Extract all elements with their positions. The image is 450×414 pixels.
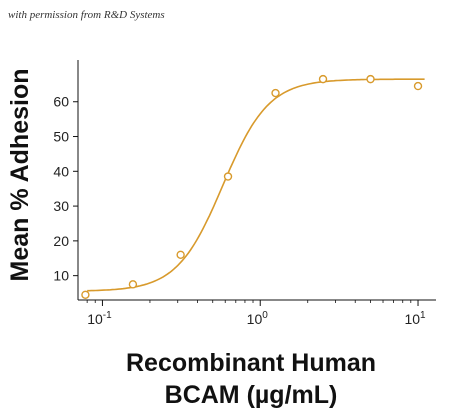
y-tick-label: 20: [53, 233, 69, 249]
y-tick-label: 10: [53, 268, 69, 284]
data-point: [176, 250, 185, 259]
data-point: [271, 88, 280, 98]
data-point: [366, 74, 375, 84]
data-point: [413, 81, 423, 91]
permission-caption: with permission from R&D Systems: [8, 9, 165, 21]
data-point: [128, 280, 138, 289]
data-point: [81, 290, 90, 299]
data-point: [223, 172, 233, 181]
y-tick-label: 50: [53, 129, 69, 145]
x-tick-label: 101: [404, 310, 426, 327]
y-tick-label: 60: [53, 94, 69, 110]
x-axis-title-line-2: BCAM (µg/mL): [165, 381, 338, 409]
x-axis-title-line-1: Recombinant Human: [126, 349, 376, 377]
y-tick-label: 40: [53, 163, 69, 179]
x-tick-label: 10-1: [87, 310, 112, 327]
plot-area: 10 20 30 40 50 60 10-1 100 101: [53, 60, 436, 327]
fit-curve: [87, 78, 425, 292]
x-tick-label: 100: [247, 310, 269, 327]
y-axis-title: Mean % Adhesion: [6, 69, 34, 282]
data-point: [318, 74, 328, 84]
y-tick-label: 30: [53, 198, 69, 214]
